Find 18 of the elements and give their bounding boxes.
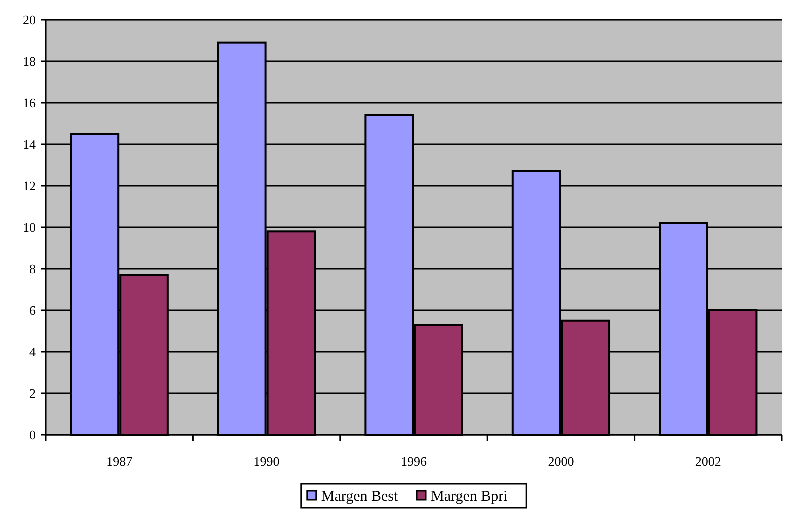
y-tick-label: 20 bbox=[23, 12, 36, 28]
y-tick-label: 16 bbox=[23, 96, 36, 111]
y-tick-label: 8 bbox=[30, 262, 36, 277]
legend-label: Margen Bpri bbox=[431, 489, 508, 505]
x-tick-label: 1987 bbox=[106, 454, 134, 469]
y-tick-label: 6 bbox=[30, 303, 36, 318]
x-tick-label: 2002 bbox=[695, 454, 722, 469]
y-tick-label: 18 bbox=[23, 54, 36, 70]
y-tick-label: 0 bbox=[30, 428, 36, 443]
x-tick-label: 1996 bbox=[401, 454, 428, 469]
y-tick-label: 12 bbox=[23, 178, 36, 194]
y-tick-label: 4 bbox=[30, 344, 36, 360]
y-tick-label: 10 bbox=[23, 220, 36, 236]
y-tick-label: 2 bbox=[30, 386, 36, 402]
x-tick-label: 1990 bbox=[254, 454, 280, 469]
x-tick-label: 2000 bbox=[548, 454, 574, 469]
legend-label: Margen Best bbox=[321, 489, 400, 505]
y-tick-label: 14 bbox=[23, 137, 36, 152]
